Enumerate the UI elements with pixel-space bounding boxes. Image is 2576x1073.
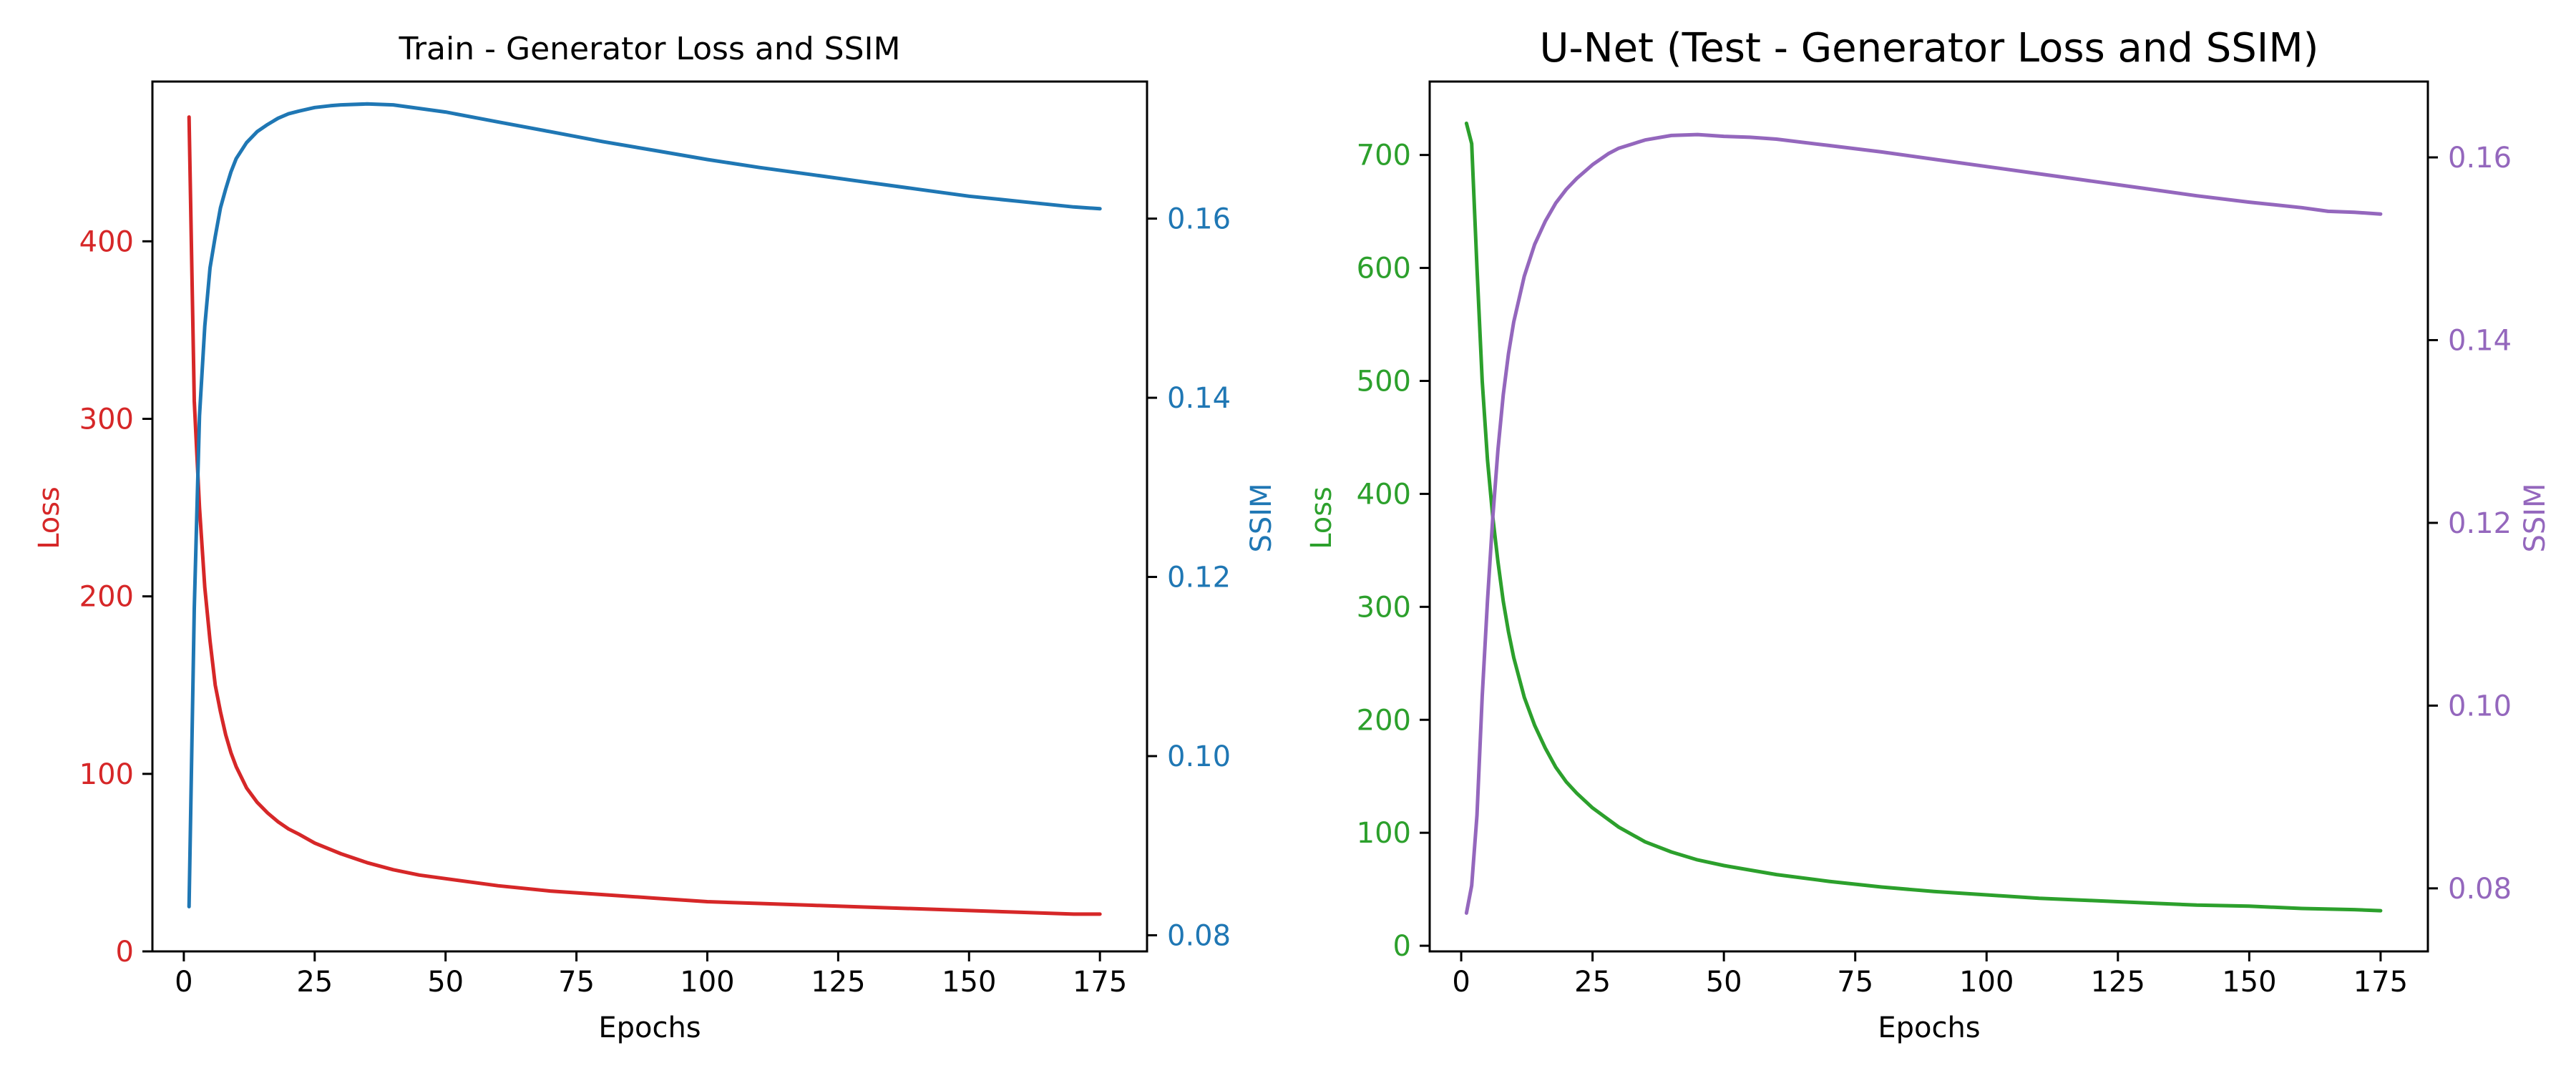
plot-frame [151,80,1148,953]
right-y-tick-label: 0.14 [1167,382,1231,415]
x-tick-label: 0 [1452,966,1470,999]
left-y-tick-label: 300 [1357,591,1411,624]
x-tick-label: 100 [680,966,734,999]
left-y-tick-label: 0 [116,936,134,969]
right-y-tick-label: 0.16 [1167,203,1231,236]
x-tick-label: 150 [942,966,996,999]
x-axis-label: Epochs [1878,1011,1980,1044]
left-y-tick-label: 300 [79,403,134,436]
x-tick-label: 75 [558,966,595,999]
chart-unet-test: U-Net (Test - Generator Loss and SSIM) E… [1305,25,2552,1044]
left-y-tick-label: 400 [1357,478,1411,511]
left-y-tick-label: 100 [79,758,134,791]
right-y-tick-label: 0.10 [2448,690,2512,722]
left-y-tick-label: 700 [1357,139,1411,172]
left-y-tick-label: 600 [1357,253,1411,285]
left-y-tick-label: 400 [79,225,134,258]
x-tick-label: 175 [2353,966,2408,999]
series-line-loss-left [187,115,1102,916]
left-y-tick-label: 0 [1393,930,1411,963]
right-axis-label: SSIM [1245,483,1278,552]
x-tick-label: 75 [1837,966,1873,999]
right-y-tick-label: 0.12 [1167,562,1231,594]
right-y-tick-label: 0.08 [2448,873,2512,906]
chart-train: Train - Generator Loss and SSIM Epochs L… [33,31,1278,1044]
x-tick-label: 100 [1959,966,2014,999]
x-tick-label: 25 [1574,966,1611,999]
left-axis-label: Loss [33,486,66,549]
right-y-tick-label: 0.14 [2448,324,2512,357]
series-line-ssim-right [1464,132,2383,915]
x-tick-label: 125 [811,966,865,999]
series-line-loss-left [1464,121,2383,913]
left-y-tick-label: 100 [1357,817,1411,850]
right-y-tick-label: 0.16 [2448,142,2512,175]
left-y-tick-label: 200 [1357,704,1411,737]
x-axis-label: Epochs [598,1011,701,1044]
right-y-tick-label: 0.12 [2448,507,2512,540]
series-line-ssim-right [187,102,1102,908]
x-tick-label: 125 [2091,966,2145,999]
right-axis-label: SSIM [2519,483,2552,552]
right-y-tick-label: 0.10 [1167,740,1231,773]
chart-title: Train - Generator Loss and SSIM [399,31,901,67]
x-tick-label: 50 [427,966,464,999]
left-axis-label: Loss [1305,486,1338,549]
x-tick-label: 150 [2222,966,2276,999]
plot-frame [1428,80,2429,953]
left-y-tick-label: 500 [1357,365,1411,398]
x-tick-label: 25 [296,966,333,999]
x-tick-label: 0 [175,966,192,999]
right-y-tick-label: 0.08 [1167,919,1231,952]
x-tick-label: 50 [1706,966,1742,999]
left-y-tick-label: 200 [79,581,134,614]
chart-title: U-Net (Test - Generator Loss and SSIM) [1540,25,2319,72]
x-tick-label: 175 [1073,966,1127,999]
